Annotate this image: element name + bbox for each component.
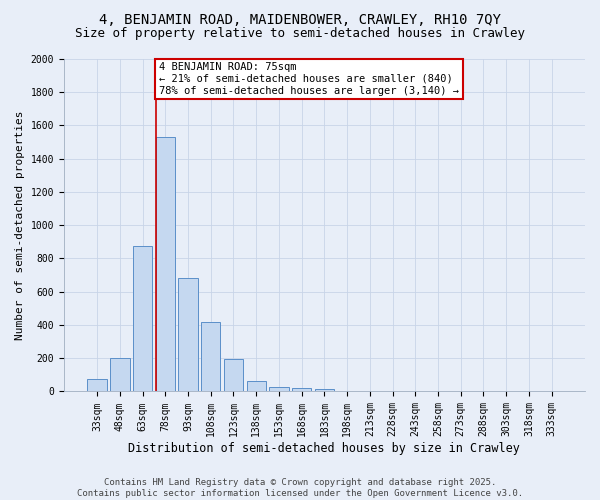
Text: Size of property relative to semi-detached houses in Crawley: Size of property relative to semi-detach…	[75, 28, 525, 40]
Text: 4, BENJAMIN ROAD, MAIDENBOWER, CRAWLEY, RH10 7QY: 4, BENJAMIN ROAD, MAIDENBOWER, CRAWLEY, …	[99, 12, 501, 26]
Y-axis label: Number of semi-detached properties: Number of semi-detached properties	[15, 110, 25, 340]
Text: 4 BENJAMIN ROAD: 75sqm
← 21% of semi-detached houses are smaller (840)
78% of se: 4 BENJAMIN ROAD: 75sqm ← 21% of semi-det…	[159, 62, 459, 96]
Bar	[110, 358, 130, 392]
Bar	[224, 359, 243, 392]
Bar	[133, 246, 152, 392]
Bar	[155, 137, 175, 392]
Bar	[178, 278, 197, 392]
Bar	[247, 382, 266, 392]
Bar	[269, 388, 289, 392]
Bar	[88, 379, 107, 392]
Bar	[292, 388, 311, 392]
Bar	[315, 389, 334, 392]
Text: Contains HM Land Registry data © Crown copyright and database right 2025.
Contai: Contains HM Land Registry data © Crown c…	[77, 478, 523, 498]
X-axis label: Distribution of semi-detached houses by size in Crawley: Distribution of semi-detached houses by …	[128, 442, 520, 455]
Bar	[201, 322, 220, 392]
